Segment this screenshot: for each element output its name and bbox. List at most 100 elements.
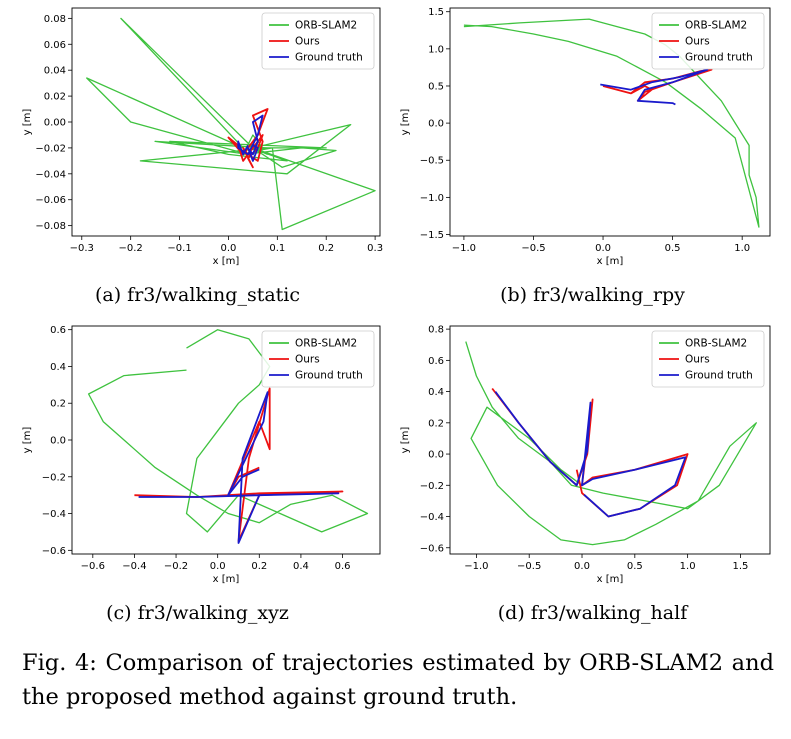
legend-entry: Ours (685, 354, 710, 366)
subcaption-b: (b) fr3/walking_rpy (500, 284, 685, 306)
y-tick-label: 1.0 (428, 44, 444, 55)
x-tick-label: 1.5 (732, 561, 748, 572)
series-line-orb-slam2 (465, 341, 757, 546)
x-tick-label: 0.6 (335, 561, 351, 572)
y-tick-label: −1.5 (420, 230, 444, 241)
legend-entry: Ground truth (295, 370, 363, 382)
legend-entry: Ours (295, 36, 320, 48)
x-tick-label: −1.0 (464, 561, 488, 572)
x-tick-label: 1.0 (680, 561, 696, 572)
y-tick-label: −0.6 (42, 546, 66, 557)
legend-entry: Ours (685, 36, 710, 48)
series-line-ground-truth (494, 391, 687, 518)
series-line-ground-truth (138, 391, 340, 544)
x-tick-label: 0.0 (210, 561, 226, 572)
x-tick-label: 0.2 (251, 561, 267, 572)
y-tick-label: −0.4 (420, 512, 444, 523)
x-tick-label: −0.2 (119, 243, 143, 254)
x-tick-label: −0.5 (517, 561, 541, 572)
y-axis-label: y [m] (22, 427, 33, 454)
series-line-ground-truth (237, 114, 264, 162)
y-tick-label: 0.0 (428, 450, 444, 461)
legend-entry: ORB-SLAM2 (295, 20, 357, 32)
series-line-orb-slam2 (86, 17, 376, 231)
legend-box (261, 330, 375, 388)
series-line-ground-truth (600, 68, 709, 106)
x-tick-label: 0.1 (269, 243, 285, 254)
chart-panel-a: −0.3 −0.2 −0.1 0.0 0.1 0.2 0.3 0.08 0.06 0.04 0.02… (0, 0, 395, 315)
subcaption-a: (a) fr3/walking_static (94, 284, 301, 306)
legend-entry: Ground truth (685, 52, 753, 64)
x-axis-label: x [m] (213, 574, 240, 585)
series-line-orb-slam2 (87, 329, 369, 533)
legend-entry: ORB-SLAM2 (685, 20, 747, 32)
y-tick-label: 0.2 (428, 418, 444, 429)
y-tick-label: −0.5 (420, 156, 444, 167)
legend-entry: Ground truth (685, 370, 753, 382)
y-tick-label: −0.04 (35, 169, 66, 180)
subcaption-c: (c) fr3/walking_xyz (106, 602, 289, 624)
legend-entry: ORB-SLAM2 (295, 338, 357, 350)
y-tick-label: −0.02 (35, 143, 66, 154)
chart-b: −1.0 −0.5 0.0 0.5 1.0 1.5 1.0 0.5 0.0 −0.5 −1.0 −1.… (400, 7, 771, 267)
x-tick-label: 0.0 (220, 243, 236, 254)
y-tick-label: 0.6 (428, 356, 444, 367)
legend-box (261, 12, 375, 70)
y-tick-label: 0.08 (44, 14, 66, 25)
chart-panel-c: −0.6 −0.4 −0.2 0.0 0.2 0.4 0.6 0.6 0.4 0.2 0.0 −0.2… (0, 318, 395, 633)
y-tick-label: 0.4 (428, 387, 444, 398)
y-tick-label: −0.08 (35, 221, 66, 232)
x-tick-label: 0.5 (665, 243, 681, 254)
y-tick-label: 0.06 (44, 40, 66, 51)
y-tick-label: 0.6 (50, 325, 66, 336)
x-tick-label: −0.3 (70, 243, 94, 254)
legend-box (651, 12, 765, 70)
x-tick-label: 0.5 (627, 561, 643, 572)
y-tick-label: 0.8 (428, 325, 444, 336)
series-line-ours (134, 387, 344, 543)
y-tick-label: −0.2 (420, 481, 444, 492)
plot-frame (449, 7, 771, 237)
x-tick-label: −1.0 (452, 243, 476, 254)
legend-entry: ORB-SLAM2 (685, 338, 747, 350)
y-tick-label: 0.04 (44, 66, 66, 77)
y-tick-label: −0.4 (42, 509, 66, 520)
legend-box (651, 330, 765, 388)
x-tick-label: 0.3 (367, 243, 383, 254)
chart-d: −1.0 −0.5 0.0 0.5 1.0 1.5 0.8 0.6 0.4 0.2 0.0 −0.2 −… (400, 325, 771, 585)
y-tick-label: 0.0 (50, 436, 66, 447)
x-tick-label: 0.4 (293, 561, 309, 572)
y-tick-label: 0.4 (50, 362, 66, 373)
y-tick-label: 1.5 (428, 7, 444, 18)
y-axis-label: y [m] (400, 109, 411, 136)
x-tick-label: 0.0 (574, 561, 590, 572)
y-axis-label: y [m] (400, 427, 411, 454)
chart-panel-b: −1.0 −0.5 0.0 0.5 1.0 1.5 1.0 0.5 0.0 −0.5 −1.0 −1.… (395, 0, 790, 315)
y-tick-label: −0.2 (42, 472, 66, 483)
y-tick-label: −0.06 (35, 195, 66, 206)
x-tick-label: −0.2 (164, 561, 188, 572)
x-tick-label: −0.6 (81, 561, 105, 572)
legend-entry: Ours (295, 354, 320, 366)
legend-entry: Ground truth (295, 52, 363, 64)
x-tick-label: 0.2 (318, 243, 334, 254)
y-tick-label: 0.00 (44, 118, 66, 129)
subcaption-d: (d) fr3/walking_half (497, 602, 688, 624)
x-axis-label: x [m] (213, 256, 240, 267)
x-tick-label: 0.0 (595, 243, 611, 254)
chart-c: −0.6 −0.4 −0.2 0.0 0.2 0.4 0.6 0.6 0.4 0.2 0.0 −0.2… (22, 325, 381, 585)
x-tick-label: −0.1 (167, 243, 191, 254)
chart-panel-d: −1.0 −0.5 0.0 0.5 1.0 1.5 0.8 0.6 0.4 0.2 0.0 −0.2 −… (395, 318, 790, 633)
x-tick-label: −0.4 (122, 561, 146, 572)
y-tick-label: −0.6 (420, 543, 444, 554)
x-tick-label: 1.0 (734, 243, 750, 254)
y-tick-label: 0.02 (44, 92, 66, 103)
y-tick-label: 0.0 (428, 119, 444, 130)
y-tick-label: 0.2 (50, 399, 66, 410)
figure-caption: Fig. 4: Comparison of trajectories estim… (22, 650, 774, 710)
series-line-orb-slam2 (463, 18, 760, 228)
x-tick-label: −0.5 (521, 243, 545, 254)
y-tick-label: −1.0 (420, 193, 444, 204)
x-axis-label: x [m] (597, 574, 624, 585)
plot-frame (449, 325, 771, 555)
